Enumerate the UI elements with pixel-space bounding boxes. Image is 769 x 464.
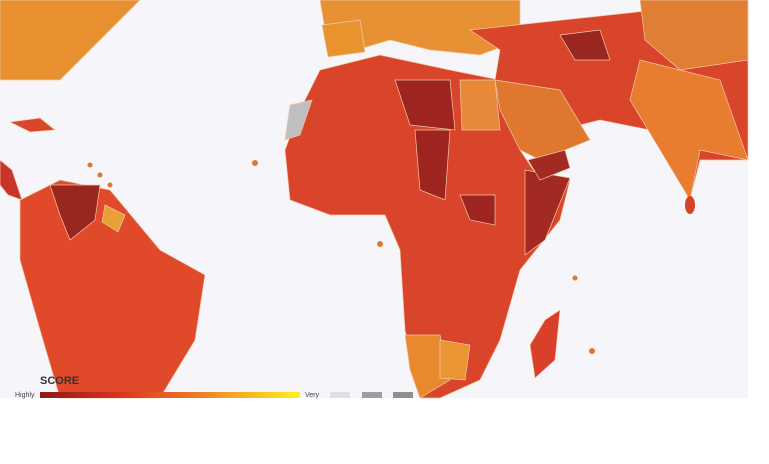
south-sudan [459, 194, 496, 226]
egypt [459, 79, 501, 131]
madagascar [529, 309, 561, 379]
venezuela [49, 184, 101, 241]
island [107, 182, 113, 188]
legend-low-label: Highly [15, 392, 35, 399]
legend-swatch [393, 392, 413, 398]
legend-high-label: Very [305, 392, 320, 399]
legend-swatch [330, 392, 350, 398]
legend-gradient [40, 392, 300, 398]
cuba [8, 117, 56, 133]
island [97, 172, 103, 178]
namibia [404, 334, 451, 399]
chad [414, 129, 451, 201]
guyana [101, 204, 126, 233]
legend-title: SCORE [40, 375, 79, 387]
sri-lanka [685, 196, 695, 214]
india [629, 59, 749, 201]
legend: SCORE Highly Very [15, 375, 413, 399]
somalia [524, 169, 571, 256]
central-america [0, 159, 23, 201]
island [589, 348, 595, 354]
yemen [527, 149, 571, 181]
afghanistan [559, 29, 611, 61]
botswana [439, 339, 471, 381]
island [252, 160, 258, 166]
western-sahara [284, 99, 313, 141]
island [572, 275, 578, 281]
island [377, 241, 383, 247]
north-america [0, 0, 141, 81]
island [87, 162, 93, 168]
libya [394, 79, 456, 131]
map-regions [0, 0, 749, 399]
central-asia [639, 0, 749, 71]
legend-swatch [362, 392, 382, 398]
iberia [321, 19, 366, 58]
